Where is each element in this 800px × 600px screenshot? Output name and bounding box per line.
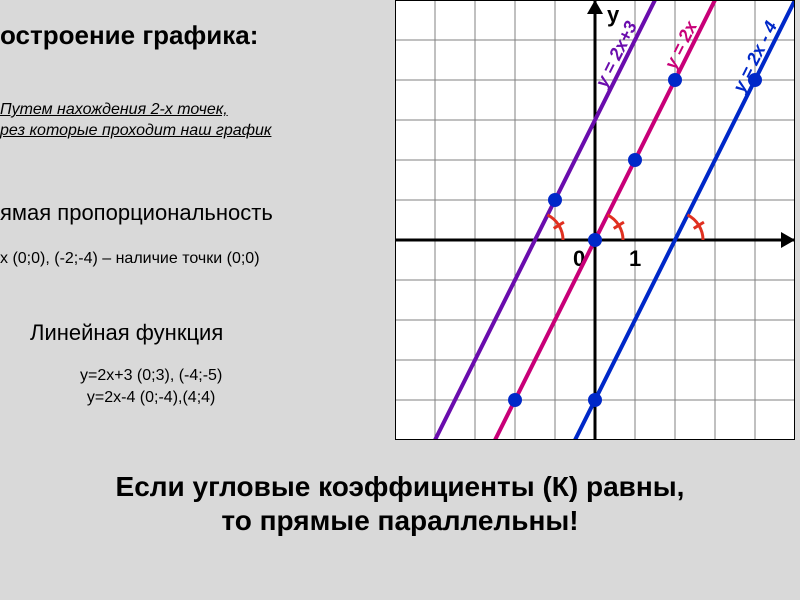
- equation-proportional: x (0;0), (-2;-4) – наличие точки (0;0): [0, 250, 260, 268]
- conclusion-line1: Если угловые коэффициенты (К) равны,: [116, 471, 685, 502]
- section-proportional: ямая пропорциональность: [0, 200, 273, 226]
- slide-title: остроение графика:: [0, 20, 258, 51]
- slide-subtitle: Путем нахождения 2-х точек, рез которые …: [0, 100, 271, 142]
- eq-linear-1: y=2x+3 (0;3), (-4;-5): [80, 367, 222, 384]
- conclusion: Если угловые коэффициенты (К) равны, то …: [0, 470, 800, 537]
- equations-linear: y=2x+3 (0;3), (-4;-5) y=2x-4 (0;-4),(4;4…: [80, 365, 222, 410]
- section-linear: Линейная функция: [30, 320, 223, 346]
- linear-graph: y01y = 2x+3y = 2xy = 2x - 4: [395, 0, 795, 440]
- svg-text:1: 1: [629, 246, 641, 271]
- subtitle-line2: рез которые проходит наш график: [0, 122, 271, 139]
- conclusion-line2: то прямые параллельны!: [221, 505, 578, 536]
- subtitle-line1: Путем нахождения 2-х точек,: [0, 101, 228, 118]
- eq-linear-2: y=2x-4 (0;-4),(4;4): [87, 389, 215, 406]
- svg-text:y: y: [607, 2, 620, 27]
